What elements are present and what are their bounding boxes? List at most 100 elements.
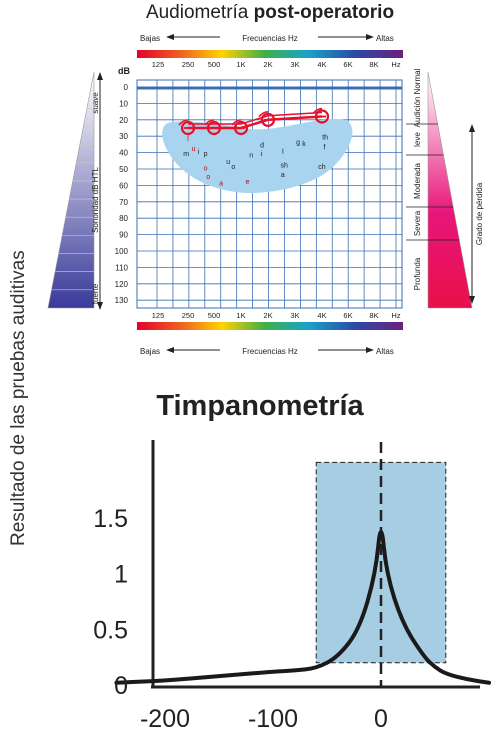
db-tick-label: 70 xyxy=(119,198,128,207)
freq-tick-label-top: 4K xyxy=(317,60,326,69)
x-tick-label: 0 xyxy=(374,705,388,730)
speech-letter: ch xyxy=(318,164,326,171)
freq-tick-label-bottom: 3K xyxy=(290,311,299,320)
freq-tick-label-bottom: 250 xyxy=(182,311,195,320)
freq-tick-label-bottom: 4K xyxy=(317,311,326,320)
left-loudness-wedge xyxy=(47,71,95,309)
y-tick-label: 1 xyxy=(114,561,128,589)
frequency-color-bar-bottom xyxy=(137,322,403,330)
left-scale-arrow-top xyxy=(97,72,103,80)
threshold-point-hook xyxy=(178,119,189,126)
speech-letter: i xyxy=(261,151,263,158)
freq-tick-label-bottom: 8K xyxy=(369,311,378,320)
speech-letter: u xyxy=(226,159,230,166)
freq-tick-label-top: 1K xyxy=(236,60,245,69)
freq-tick-label-top: 8K xyxy=(369,60,378,69)
tympanometry-curve xyxy=(114,529,491,685)
freq-tick-label-bottom: 2K xyxy=(263,311,272,320)
freq-tick-label-bottom: 500 xyxy=(208,311,221,320)
left-scale-middle-label: Sonoridad dB HTL xyxy=(91,167,100,233)
right-scale-arrow-top xyxy=(469,124,475,132)
speech-letter: l xyxy=(187,136,189,143)
db-tick-label: 60 xyxy=(119,181,128,190)
loss-category-label: leve xyxy=(413,132,422,147)
db-tick-label: 110 xyxy=(115,263,128,272)
y-tick-label: 0.5 xyxy=(93,616,128,644)
arrow-head-right-bottom xyxy=(366,347,374,353)
speech-letter: o xyxy=(231,164,235,171)
right-scale-arrow-bottom xyxy=(469,296,475,304)
speech-letter: k xyxy=(302,141,306,148)
left-scale-top-label: suave xyxy=(91,92,100,114)
frequency-color-bar-top xyxy=(137,50,403,58)
speech-letter: m xyxy=(183,151,189,158)
db-tick-label: 130 xyxy=(115,296,129,305)
arrow-head-left-top xyxy=(166,34,174,40)
y-tick-label: 0 xyxy=(114,672,128,700)
loss-category-label: Profunda xyxy=(413,257,422,290)
freq-tick-label-bottom: 1K xyxy=(236,311,245,320)
arrow-head-right-top xyxy=(366,34,374,40)
bar-label-center-top: Frecuencias Hz xyxy=(242,34,298,43)
bar-label-low-bottom: Bajas xyxy=(140,347,160,356)
tympanometry-chart: 0 0.5 1 1.5 -200 -100 0 xyxy=(93,440,491,730)
freq-tick-label-bottom: Hz xyxy=(391,311,400,320)
freq-tick-label-top: 500 xyxy=(208,60,221,69)
threshold-point xyxy=(206,120,222,136)
x-tick-label: -100 xyxy=(248,705,298,730)
threshold-point-hook xyxy=(231,119,242,126)
threshold-point xyxy=(314,109,330,124)
speech-letter: f xyxy=(323,144,325,151)
threshold-point xyxy=(233,120,249,136)
speech-letter: e xyxy=(245,179,249,186)
freq-tick-label-top: 125 xyxy=(152,60,165,69)
speech-letter: g xyxy=(296,139,300,146)
bar-label-high-bottom: Altas xyxy=(376,347,394,356)
speech-letter: sh xyxy=(280,162,288,169)
loss-category-label: Moderada xyxy=(413,162,422,199)
speech-letter: o xyxy=(206,174,210,181)
audiogram-title-bold: post-operatorio xyxy=(253,2,395,23)
threshold-point-hook xyxy=(312,107,323,115)
tympanometry-title: Timpanometría xyxy=(156,390,364,422)
speech-letter: p xyxy=(204,151,208,158)
db-tick-label: 120 xyxy=(115,280,129,289)
bar-label-center-bottom: Frecuencias Hz xyxy=(242,347,298,356)
freq-tick-label-bottom: 125 xyxy=(152,311,165,320)
audiogram-title-prefix: Audiometría xyxy=(145,2,254,23)
arrow-head-left-bottom xyxy=(166,347,174,353)
freq-tick-label-top: 3K xyxy=(290,60,299,69)
threshold-point-hook xyxy=(258,111,269,118)
speech-letter: u xyxy=(192,146,196,153)
right-loss-wedge xyxy=(427,71,473,309)
speech-letter: l xyxy=(282,149,284,156)
loss-category-label: Audición Normal xyxy=(413,68,422,127)
threshold-point-hook xyxy=(204,119,215,126)
audiogram-chart: Bajas Frecuencias Hz Altas Bajas Frecuencias… xyxy=(47,34,484,356)
bar-label-high-top: Altas xyxy=(376,34,394,43)
db-tick-label: 50 xyxy=(119,165,128,174)
db-tick-label: 20 xyxy=(119,116,128,125)
speech-letter: a xyxy=(281,172,285,179)
freq-tick-label-top: 250 xyxy=(182,60,195,69)
db-tick-label: 100 xyxy=(115,247,129,256)
speech-letter: th xyxy=(322,134,328,141)
right-scale-title: Grado de pérdida xyxy=(475,182,484,245)
freq-tick-label-bottom: 6K xyxy=(343,311,352,320)
bar-label-low-top: Bajas xyxy=(140,34,160,43)
db-tick-label: 80 xyxy=(119,214,128,223)
left-scale-bottom-label: fuerte xyxy=(91,283,100,304)
audiogram-plot-area xyxy=(136,79,403,309)
speech-letter: a xyxy=(219,180,223,187)
db-tick-label: 40 xyxy=(119,149,128,158)
x-tick-label: -200 xyxy=(140,705,190,730)
db-tick-label: 0 xyxy=(124,83,129,92)
speech-banana xyxy=(162,119,353,193)
speech-letter: i xyxy=(198,149,200,156)
speech-letter: n xyxy=(249,153,253,160)
audiogram-title: Audiometría post-operatorio xyxy=(100,2,440,24)
db-tick-label: 90 xyxy=(119,231,128,240)
freq-tick-label-top: 2K xyxy=(263,60,272,69)
db-unit-label: dB xyxy=(118,66,130,76)
speech-letter: d xyxy=(260,143,264,150)
